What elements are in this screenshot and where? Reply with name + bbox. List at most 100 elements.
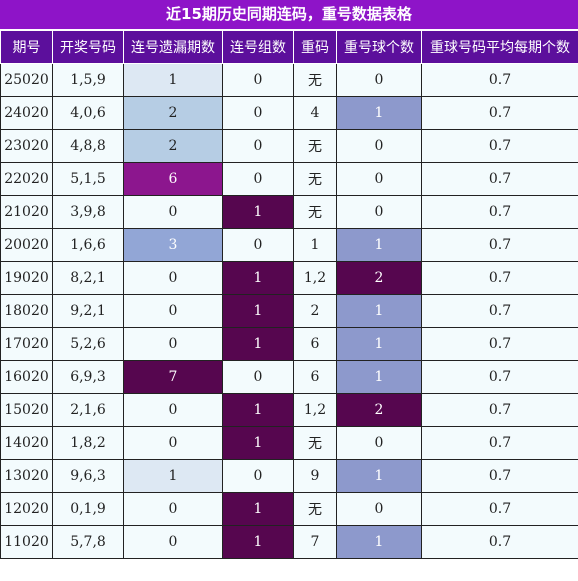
cell-issue: 15020 [0,393,53,427]
cell-miss: 6 [123,162,223,196]
cell-numbers: 1,8,2 [52,426,124,460]
cell-miss: 3 [123,228,223,262]
cell-repeat: 无 [293,195,337,229]
table-row: 13020 9,6,3 1 0 9 1 0.7 [0,459,578,493]
cell-repeat-count: 1 [336,294,422,328]
cell-miss: 2 [123,129,223,163]
cell-issue: 23020 [0,129,53,163]
cell-repeat: 9 [293,459,337,493]
cell-repeat: 无 [293,426,337,460]
cell-issue: 22020 [0,162,53,196]
cell-groups: 1 [222,195,294,229]
cell-avg: 0.7 [421,360,578,394]
table-row: 16020 6,9,3 7 0 6 1 0.7 [0,360,578,394]
cell-avg: 0.7 [421,459,578,493]
cell-avg: 0.7 [421,228,578,262]
cell-repeat-count: 1 [336,327,422,361]
table-row: 15020 2,1,6 0 1 1,2 2 0.7 [0,393,578,427]
cell-avg: 0.7 [421,129,578,163]
cell-groups: 0 [222,96,294,130]
history-table: 期号 开奖号码 连号遗漏期数 连号组数 重码 重号球个数 重球号码平均每期个数 … [0,30,578,559]
cell-issue: 21020 [0,195,53,229]
cell-repeat: 6 [293,327,337,361]
cell-numbers: 2,1,6 [52,393,124,427]
cell-groups: 1 [222,294,294,328]
cell-numbers: 8,2,1 [52,261,124,295]
table-row: 14020 1,8,2 0 1 无 0 0.7 [0,426,578,460]
cell-numbers: 3,9,8 [52,195,124,229]
cell-numbers: 9,6,3 [52,459,124,493]
cell-issue: 24020 [0,96,53,130]
cell-groups: 1 [222,525,294,559]
table-row: 17020 5,2,6 0 1 6 1 0.7 [0,327,578,361]
cell-groups: 0 [222,162,294,196]
cell-groups: 1 [222,426,294,460]
cell-avg: 0.7 [421,63,578,97]
cell-repeat: 1,2 [293,393,337,427]
cell-groups: 1 [222,393,294,427]
header-numbers: 开奖号码 [52,30,124,64]
cell-miss: 2 [123,96,223,130]
cell-avg: 0.7 [421,261,578,295]
cell-avg: 0.7 [421,525,578,559]
header-row: 期号 开奖号码 连号遗漏期数 连号组数 重码 重号球个数 重球号码平均每期个数 [0,30,578,64]
cell-repeat-count: 1 [336,96,422,130]
cell-issue: 19020 [0,261,53,295]
cell-issue: 12020 [0,492,53,526]
cell-groups: 1 [222,327,294,361]
cell-issue: 16020 [0,360,53,394]
cell-repeat-count: 0 [336,426,422,460]
cell-repeat: 2 [293,294,337,328]
header-avg: 重球号码平均每期个数 [421,30,578,64]
cell-avg: 0.7 [421,195,578,229]
cell-numbers: 9,2,1 [52,294,124,328]
table-row: 21020 3,9,8 0 1 无 0 0.7 [0,195,578,229]
cell-repeat-count: 0 [336,492,422,526]
cell-repeat-count: 2 [336,261,422,295]
header-repeat-count: 重号球个数 [336,30,422,64]
cell-issue: 25020 [0,63,53,97]
table-row: 22020 5,1,5 6 0 无 0 0.7 [0,162,578,196]
cell-miss: 0 [123,195,223,229]
cell-miss: 0 [123,525,223,559]
cell-avg: 0.7 [421,162,578,196]
cell-groups: 1 [222,492,294,526]
header-repeat: 重码 [293,30,337,64]
cell-repeat: 6 [293,360,337,394]
cell-repeat: 1 [293,228,337,262]
cell-numbers: 1,6,6 [52,228,124,262]
cell-avg: 0.7 [421,426,578,460]
cell-repeat-count: 0 [336,162,422,196]
cell-miss: 1 [123,63,223,97]
cell-numbers: 1,5,9 [52,63,124,97]
header-groups: 连号组数 [222,30,294,64]
cell-avg: 0.7 [421,393,578,427]
cell-repeat-count: 2 [336,393,422,427]
cell-repeat-count: 0 [336,63,422,97]
cell-numbers: 4,8,8 [52,129,124,163]
table-row: 23020 4,8,8 2 0 无 0 0.7 [0,129,578,163]
cell-numbers: 6,9,3 [52,360,124,394]
cell-miss: 0 [123,393,223,427]
table-row: 19020 8,2,1 0 1 1,2 2 0.7 [0,261,578,295]
cell-miss: 7 [123,360,223,394]
table-row: 20020 1,6,6 3 0 1 1 0.7 [0,228,578,262]
table-row: 24020 4,0,6 2 0 4 1 0.7 [0,96,578,130]
cell-issue: 11020 [0,525,53,559]
cell-issue: 13020 [0,459,53,493]
cell-numbers: 5,1,5 [52,162,124,196]
cell-numbers: 4,0,6 [52,96,124,130]
table-row: 11020 5,7,8 0 1 7 1 0.7 [0,525,578,559]
cell-groups: 0 [222,228,294,262]
cell-avg: 0.7 [421,294,578,328]
cell-issue: 20020 [0,228,53,262]
cell-miss: 0 [123,327,223,361]
table-row: 12020 0,1,9 0 1 无 0 0.7 [0,492,578,526]
cell-avg: 0.7 [421,492,578,526]
cell-repeat-count: 1 [336,525,422,559]
cell-numbers: 5,7,8 [52,525,124,559]
cell-repeat: 4 [293,96,337,130]
cell-groups: 0 [222,459,294,493]
header-issue: 期号 [0,30,53,64]
